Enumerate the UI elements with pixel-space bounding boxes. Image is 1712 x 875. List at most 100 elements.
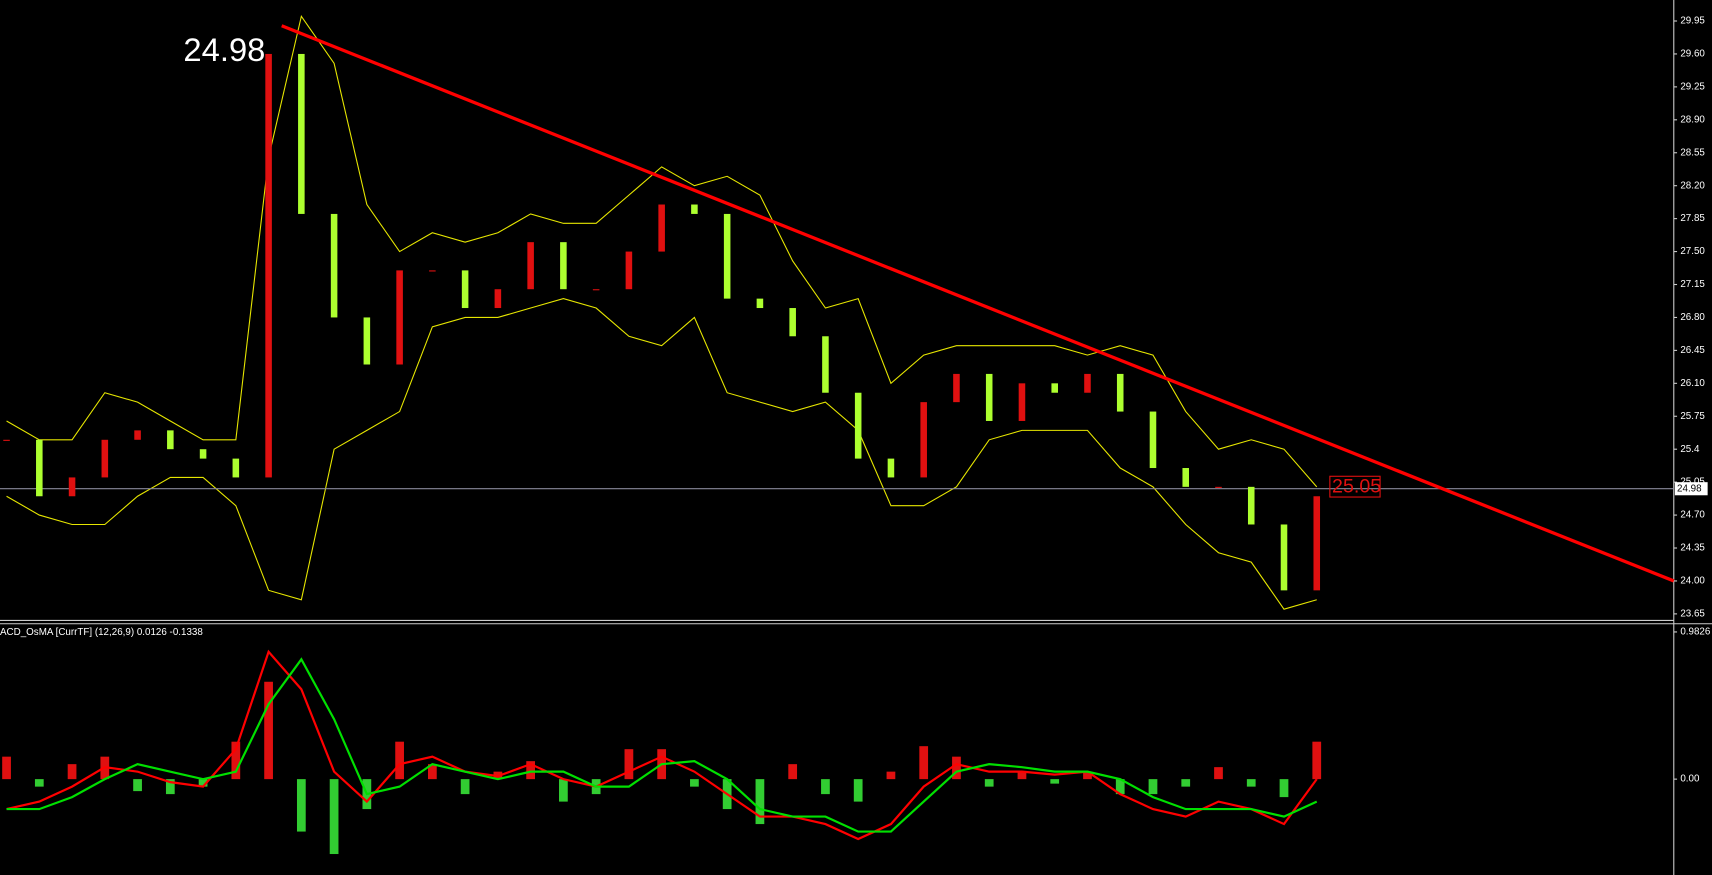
y-tick-label: 27.85 — [1680, 213, 1705, 224]
histogram-bar — [231, 741, 241, 780]
histogram-bar — [2, 756, 11, 780]
indicator-line — [6, 657, 1318, 833]
candle — [1116, 373, 1124, 412]
histogram-bar — [559, 779, 568, 802]
histogram-bar — [428, 764, 437, 780]
indicator-title: ACD_OsMA [CurrTF] (12,26,9) 0.0126 -0.13… — [0, 627, 203, 638]
y-tick-label: 29.95 — [1680, 16, 1705, 27]
candle — [199, 449, 207, 459]
candle — [363, 317, 371, 365]
candle — [134, 430, 141, 440]
y-tick-label: 0.9826 — [1680, 627, 1711, 638]
histogram-bar — [1279, 779, 1289, 798]
y-tick-label: 23.65 — [1680, 608, 1705, 619]
y-tick-label: 0.00 — [1680, 774, 1700, 785]
y-tick-label: 26.45 — [1680, 345, 1705, 356]
histogram-bar — [690, 779, 699, 787]
current-price-label: 24.98 — [1677, 483, 1702, 494]
candle — [1313, 496, 1321, 591]
histogram-bar — [1148, 779, 1158, 795]
y-tick-label: 24.70 — [1680, 510, 1705, 521]
candle — [592, 289, 600, 291]
candle — [527, 242, 534, 290]
candle — [1182, 468, 1190, 487]
candle — [953, 373, 960, 403]
y-tick-label: 27.15 — [1680, 279, 1705, 290]
y-tick-label: 24.00 — [1680, 576, 1705, 587]
y-tick-label: 28.20 — [1680, 180, 1705, 191]
candle — [68, 477, 76, 497]
histogram-bar — [133, 779, 142, 792]
candle — [36, 439, 43, 497]
histogram-bar — [395, 741, 404, 780]
histogram-bar — [329, 779, 339, 855]
candle — [887, 458, 895, 478]
y-tick-label: 28.55 — [1680, 147, 1705, 158]
y-tick-label: 26.10 — [1680, 378, 1705, 389]
y-tick-label: 25.75 — [1680, 411, 1705, 422]
histogram-bar — [1083, 771, 1092, 780]
histogram-bar — [1312, 741, 1322, 780]
candle — [691, 204, 698, 214]
histogram-bar — [821, 779, 830, 795]
histogram-bar — [198, 779, 208, 787]
candle — [822, 336, 829, 393]
histogram-bar — [853, 779, 863, 802]
histogram-bar — [1181, 779, 1191, 787]
candle — [920, 402, 927, 478]
candle — [756, 298, 764, 309]
candle — [560, 242, 567, 290]
candle — [265, 53, 272, 478]
candle — [494, 289, 502, 309]
histogram-bar — [460, 779, 470, 795]
candle — [396, 270, 403, 365]
candle — [3, 439, 10, 441]
price-label-box — [1329, 475, 1381, 498]
candle — [461, 270, 469, 309]
histogram-bar — [1017, 771, 1027, 780]
candle — [658, 204, 665, 252]
candle — [167, 430, 174, 450]
candle — [330, 213, 338, 318]
candle — [1149, 411, 1157, 469]
price-label: 25.05 — [1332, 475, 1381, 497]
candle — [625, 251, 633, 290]
histogram-bar — [296, 779, 306, 832]
current-price-box — [1674, 482, 1708, 496]
histogram-bar — [1246, 779, 1256, 787]
bollinger-band — [6, 298, 1317, 610]
histogram-bar — [1115, 779, 1125, 795]
histogram-bar — [755, 779, 765, 825]
candle — [854, 392, 862, 459]
y-tick-label: 29.60 — [1680, 49, 1705, 60]
annotation: 24.98 — [183, 31, 265, 68]
histogram-bar — [886, 771, 896, 780]
candle — [789, 308, 796, 337]
histogram-bar — [34, 779, 44, 787]
histogram-bar — [1214, 767, 1223, 780]
candle — [1018, 383, 1026, 421]
candle — [101, 439, 109, 478]
candle — [1215, 486, 1222, 488]
histogram-bar — [1050, 779, 1060, 784]
y-tick-label: 25.4 — [1680, 444, 1700, 455]
candle — [298, 53, 305, 214]
histogram-bar — [788, 764, 798, 780]
indicator-line — [6, 649, 1318, 841]
histogram-bar — [526, 761, 535, 780]
histogram-bar — [952, 756, 961, 780]
y-tick-label: 27.50 — [1680, 246, 1705, 257]
histogram-bar — [919, 746, 929, 780]
y-tick-label: 26.80 — [1680, 312, 1705, 323]
candle — [232, 458, 240, 478]
candle — [429, 270, 436, 272]
candle — [723, 213, 731, 299]
histogram-bar — [67, 764, 77, 780]
histogram-bar — [984, 779, 994, 787]
candle — [1084, 373, 1091, 393]
candle — [1051, 383, 1058, 393]
histogram-bar — [165, 779, 175, 795]
candle — [985, 373, 993, 421]
histogram-bar — [624, 749, 634, 780]
